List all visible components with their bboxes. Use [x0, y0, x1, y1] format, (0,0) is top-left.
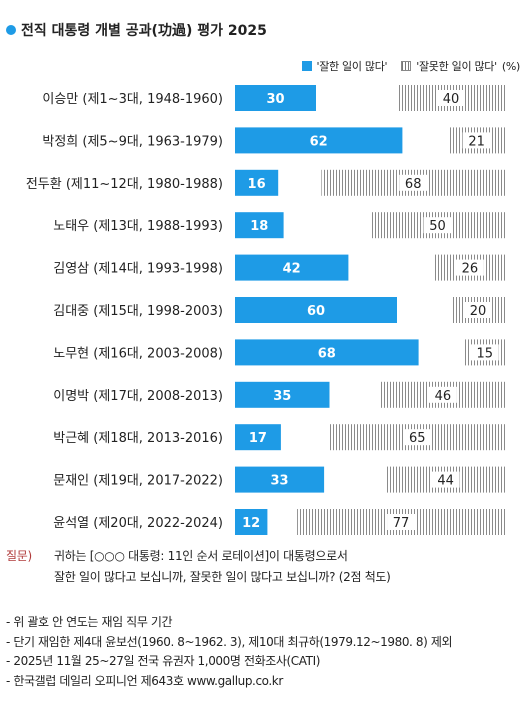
footnote: - 2025년 11월 25~27일 전국 유권자 1,000명 전화조사(CA…	[6, 654, 320, 668]
category-label: 이명박 (제17대, 2008-2013)	[53, 389, 223, 404]
chart-title: 전직 대통령 개별 공과(功過) 평가 2025	[6, 20, 267, 40]
bar-good	[235, 297, 397, 323]
data-label-good: 16	[248, 177, 266, 192]
data-label-bad: 65	[409, 431, 426, 446]
data-label-good: 42	[283, 262, 301, 277]
data-label-bad-bg	[423, 217, 452, 234]
bar-good	[235, 466, 325, 493]
data-label-bad-bg	[403, 429, 432, 446]
data-label-good: 12	[242, 516, 260, 531]
bar-good	[235, 85, 316, 111]
legend: '잘한 일이 많다' '잘못한 일이 많다' (%)	[301, 58, 520, 74]
data-label-bad-bg	[387, 514, 416, 530]
data-label-bad-bg	[428, 386, 457, 403]
data-label-bad-bg	[437, 90, 465, 106]
footnotes: - 위 괄호 안 연도는 재임 직무 기간 - 단기 재임한 제4대 윤보선(1…	[6, 613, 453, 691]
data-label-bad: 21	[468, 134, 485, 149]
bar-good	[235, 212, 284, 239]
bar-good	[235, 127, 403, 154]
data-label-bad: 26	[462, 262, 479, 277]
bullet-dot-icon	[6, 25, 16, 35]
category-label: 김대중 (제15대, 1998-2003)	[53, 304, 223, 319]
bar-good	[235, 381, 330, 408]
data-label-bad-bg	[431, 471, 460, 488]
legend-good-label: '잘한 일이 많다'	[316, 60, 388, 73]
survey-question: 질문) 귀하는 [○○○ 대통령: 11인 순서 로테이션]이 대통령으로서 잘…	[6, 546, 391, 588]
data-label-bad: 15	[476, 346, 493, 361]
category-label: 노태우 (제13대, 1988-1993)	[53, 219, 223, 234]
data-label-bad: 44	[437, 474, 454, 489]
category-label: 이승만 (제1~3대, 1948-1960)	[42, 92, 223, 107]
category-label: 박근혜 (제18대, 2013-2016)	[53, 431, 223, 446]
category-label: 노무현 (제16대, 2003-2008)	[53, 346, 223, 361]
bar-good	[235, 254, 349, 281]
data-label-bad-bg	[462, 132, 491, 149]
legend-bad-swatch-icon	[401, 61, 412, 71]
category-label: 박정희 (제5~9대, 1963-1979)	[42, 134, 223, 149]
bar-good	[235, 339, 419, 366]
category-label: 전두환 (제11~12대, 1980-1988)	[26, 177, 223, 192]
footnote: - 단기 재임한 제4대 윤보선(1960. 8~1962. 3), 제10대 …	[6, 634, 453, 649]
bar-good	[235, 424, 281, 451]
data-label-bad-bg	[470, 344, 499, 361]
footnote: - 한국갤럽 데일리 오피니언 제643호 www.gallup.co.kr	[6, 673, 283, 688]
legend-unit: (%)	[501, 59, 520, 73]
data-label-good: 18	[250, 219, 268, 234]
data-label-good: 33	[271, 474, 289, 489]
data-label-good: 35	[273, 389, 291, 404]
chart-title-text: 전직 대통령 개별 공과(功過) 평가 2025	[21, 23, 267, 39]
data-label-good: 60	[307, 304, 325, 319]
data-label-bad: 77	[393, 516, 410, 531]
question-line-1: 귀하는 [○○○ 대통령: 11인 순서 로테이션]이 대통령으로서	[54, 549, 348, 563]
data-label-bad: 40	[443, 92, 460, 107]
data-label-good: 68	[318, 346, 336, 361]
category-label: 김영삼 (제14대, 1993-1998)	[53, 262, 223, 277]
question-label: 질문)	[6, 549, 32, 563]
data-label-bad-bg	[399, 174, 428, 191]
footnote: - 위 괄호 안 연도는 재임 직무 기간	[6, 615, 173, 629]
question-line-2: 잘한 일이 많다고 보십니까, 잘못한 일이 많다고 보십니까? (2점 척도)	[54, 570, 391, 584]
bar-good	[235, 509, 268, 535]
bar-good	[235, 169, 279, 196]
category-label: 문재인 (제19대, 2017-2022)	[53, 474, 223, 489]
data-label-bad: 50	[429, 219, 446, 234]
data-label-good: 62	[310, 134, 328, 149]
data-label-bad: 20	[470, 304, 487, 319]
data-label-bad: 68	[405, 177, 422, 192]
data-label-bad: 46	[435, 389, 452, 404]
data-label-good: 17	[249, 431, 267, 446]
legend-bad-label: '잘못한 일이 많다'	[416, 60, 497, 73]
data-label-bad-bg	[464, 302, 492, 318]
data-label-good: 30	[266, 92, 284, 107]
category-label: 윤석열 (제20대, 2022-2024)	[53, 516, 223, 531]
legend-good-swatch-icon	[301, 61, 312, 71]
bar-chart: 이승만 (제1~3대, 1948-1960) 30 40 박정희 (제5~9대, 19…	[26, 85, 505, 535]
data-label-bad-bg	[455, 259, 484, 276]
